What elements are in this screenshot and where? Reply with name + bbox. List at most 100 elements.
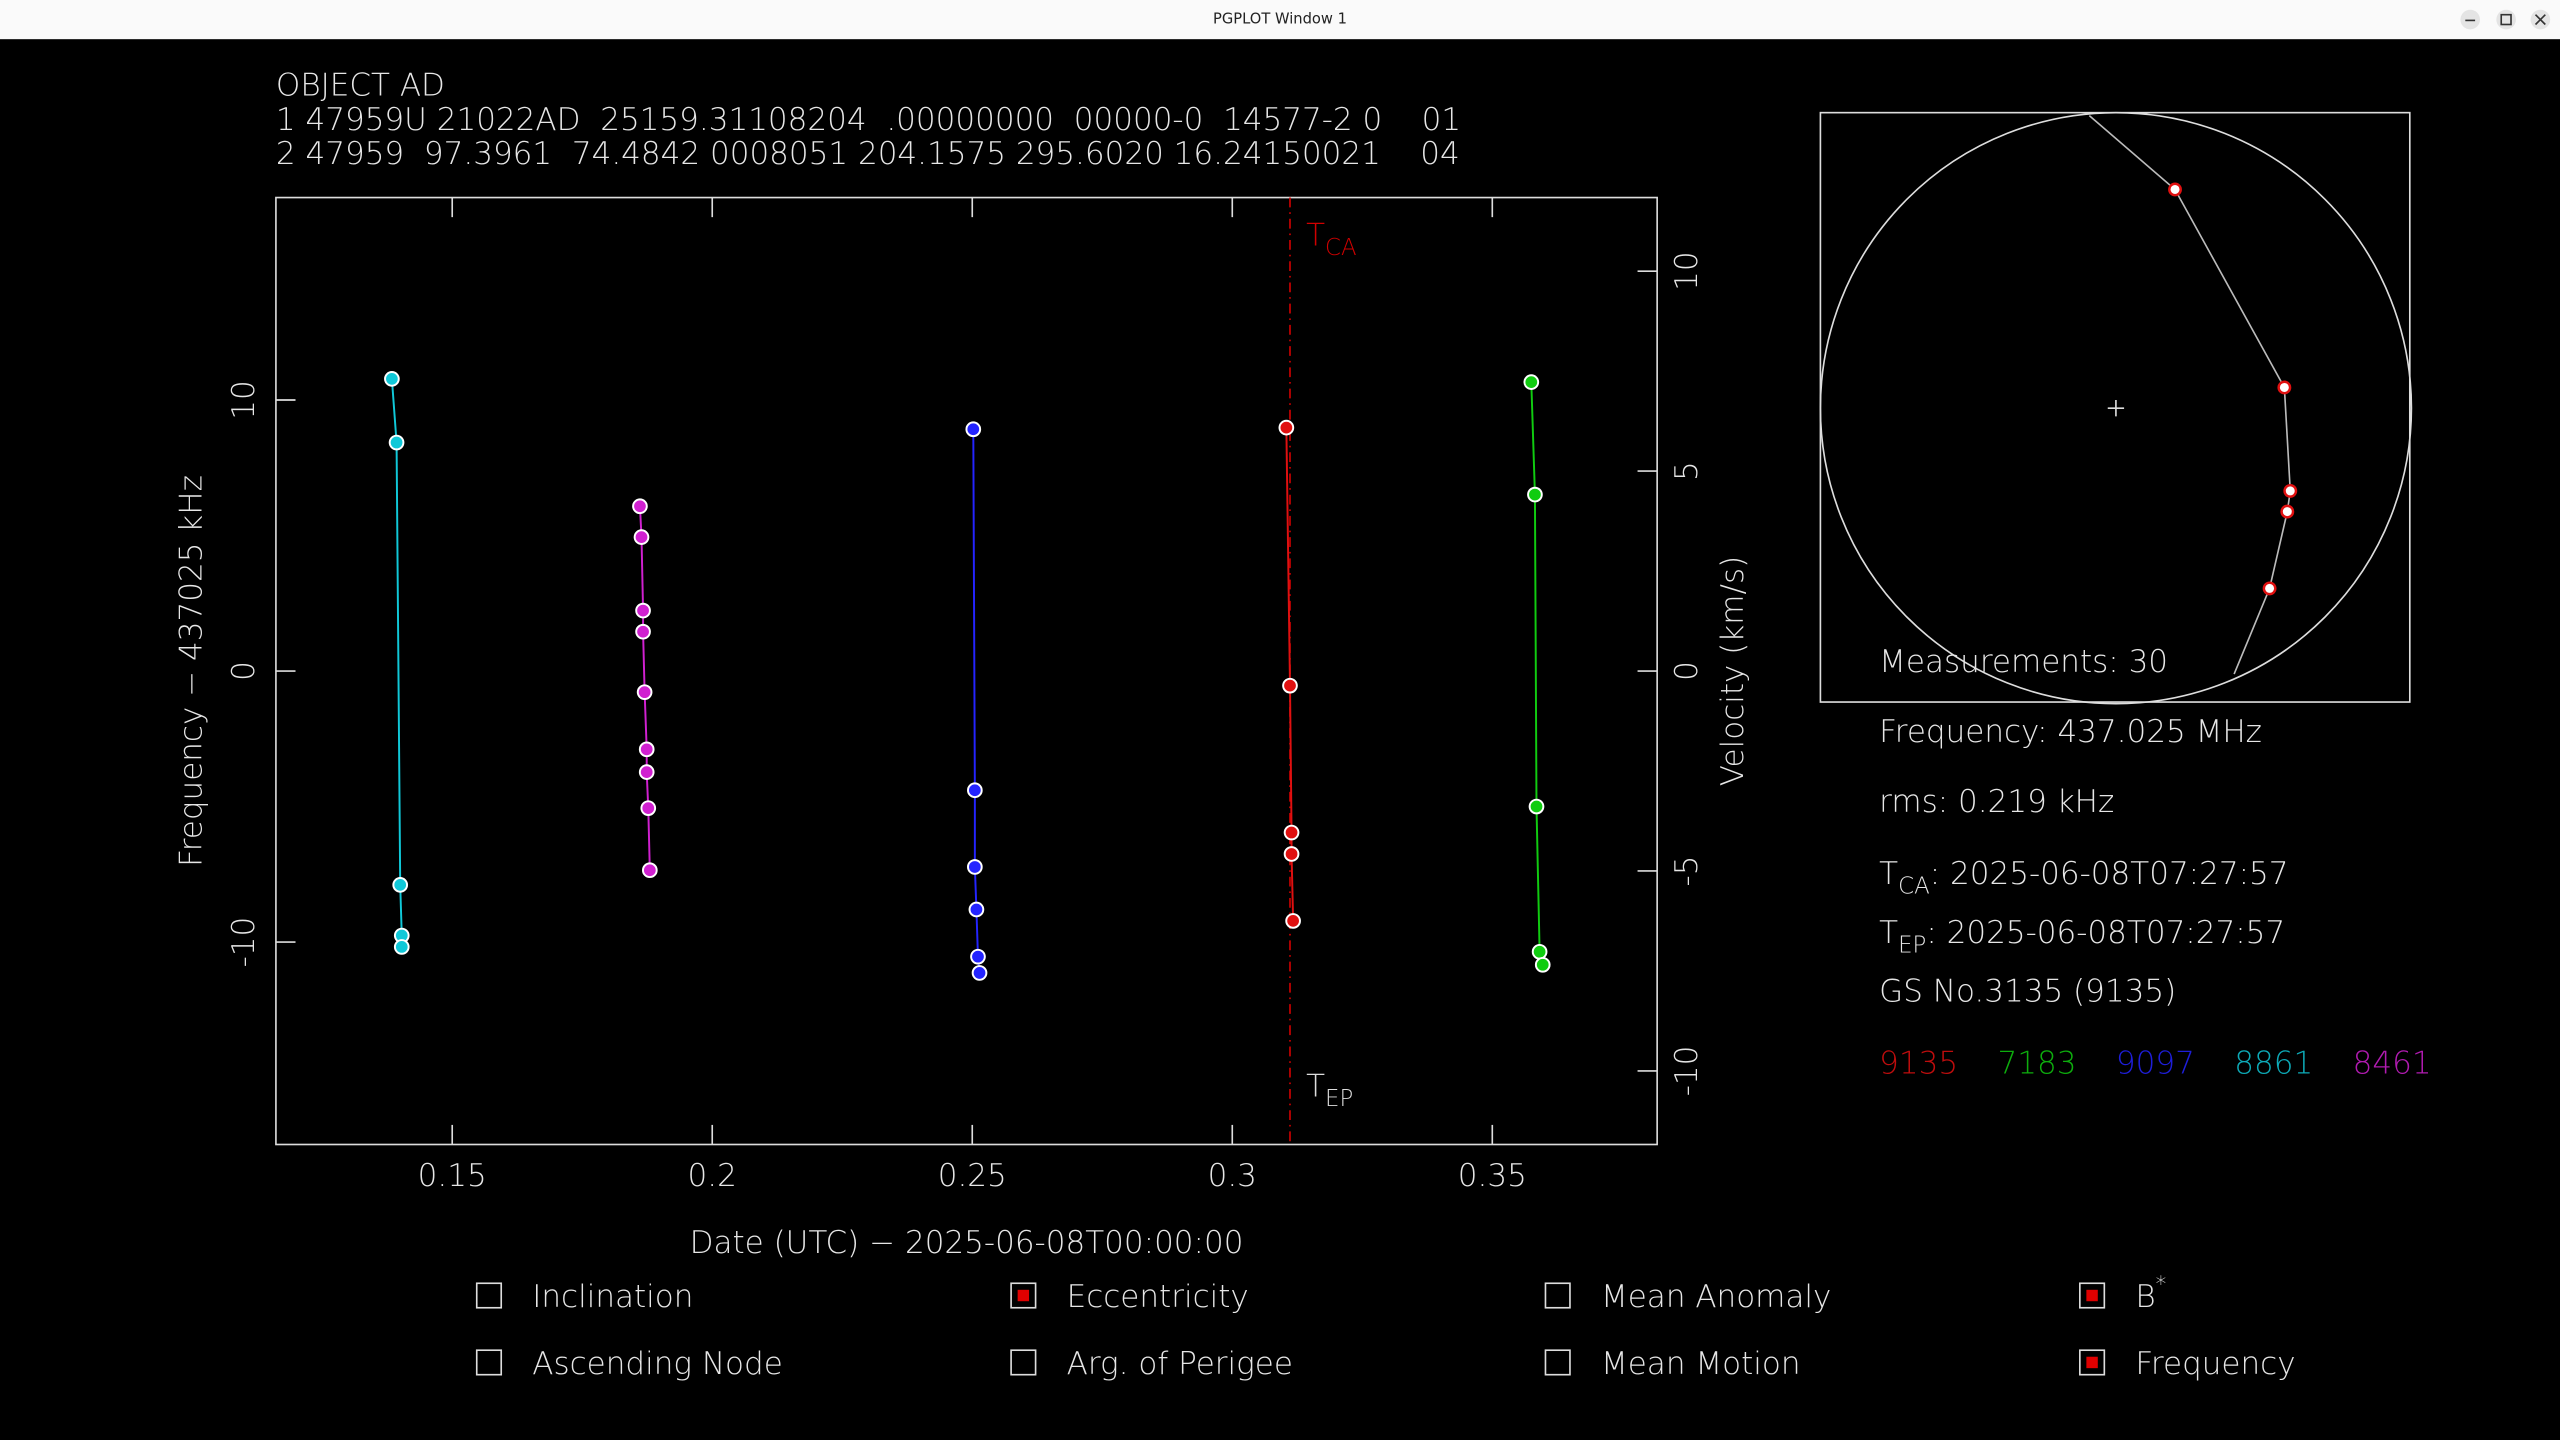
maximize-button[interactable] <box>2496 9 2516 30</box>
option-checkbox[interactable]: Ascending Node <box>475 1346 783 1382</box>
checkbox[interactable] <box>475 1282 503 1309</box>
y-tick-label: -10 <box>226 917 262 968</box>
info-tep-main: T <box>1879 915 1898 951</box>
option-label-text: Mean Motion <box>1601 1346 1801 1382</box>
option-checkbox[interactable]: B* <box>2079 1272 2167 1315</box>
measurement-point <box>638 741 655 758</box>
legend-entry: 9097 <box>2116 1045 2195 1081</box>
y2-tick-label: -5 <box>1669 855 1705 886</box>
option-label: Arg. of Perigee <box>1067 1346 1293 1382</box>
measurement-point <box>971 965 988 981</box>
checkbox[interactable] <box>1544 1349 1571 1376</box>
minimize-button[interactable] <box>2460 9 2480 30</box>
measurement-point <box>968 901 985 918</box>
checkbox[interactable] <box>2079 1282 2106 1309</box>
measurement-point <box>384 371 400 387</box>
x-tick-label: 0.15 <box>418 1158 487 1194</box>
legend-entry: 9135 <box>1879 1045 1958 1081</box>
option-checkbox[interactable]: Frequency <box>2079 1346 2296 1382</box>
checkbox[interactable] <box>475 1349 503 1376</box>
option-label-text: Inclination <box>532 1279 693 1315</box>
option-checkbox[interactable]: Inclination <box>475 1279 694 1315</box>
info-tca: TCA: 2025-06-08T07:27:57 <box>1879 856 2288 899</box>
window-title: PGPLOT Window 1 <box>1213 11 1347 28</box>
option-checkbox[interactable]: Arg. of Perigee <box>1010 1346 1293 1382</box>
checkbox[interactable] <box>1544 1282 1571 1309</box>
option-label-text: Eccentricity <box>1067 1279 1249 1315</box>
measurement-point <box>1523 374 1540 390</box>
info-tca-main: T <box>1879 856 1898 892</box>
title-bar <box>0 0 2560 40</box>
measurement-point <box>970 948 986 965</box>
tca-label-sub: CA <box>1325 235 1357 261</box>
info-frequency: Frequency: 437.025 MHz <box>1879 714 2262 750</box>
measurement-point <box>967 859 983 875</box>
skyplot-horizon <box>1819 111 2413 705</box>
close-icon <box>2534 14 2546 26</box>
info-tca-value: : 2025-06-08T07:27:57 <box>1930 856 2289 892</box>
measurement-point <box>633 529 650 545</box>
measurement-point <box>1283 824 1300 841</box>
measurement-point <box>1531 943 1548 960</box>
measurement-point <box>1534 956 1551 973</box>
measurement-point <box>635 623 651 640</box>
measurement-point <box>638 764 655 780</box>
skyplot-point <box>2262 581 2277 596</box>
maximize-icon <box>2500 13 2512 26</box>
tep-label-main: T <box>1306 1068 1325 1104</box>
option-label-text: Arg. of Perigee <box>1067 1346 1293 1382</box>
header-line: 1 47959U 21022AD 25159.31108204 .0000000… <box>276 102 1461 138</box>
measurement-point <box>635 602 651 619</box>
measurement-point <box>388 434 405 451</box>
option-checkbox[interactable]: Mean Motion <box>1544 1346 1801 1382</box>
option-label-text: Ascending Node <box>532 1346 783 1382</box>
checkbox-mark <box>2086 1356 2098 1369</box>
checkbox[interactable] <box>2079 1349 2106 1376</box>
skyplot-point <box>2283 483 2298 498</box>
option-label: Mean Motion <box>1601 1346 1801 1382</box>
option-checkbox[interactable]: Mean Anomaly <box>1544 1279 1831 1315</box>
option-label-text: Mean Anomaly <box>1601 1279 1831 1315</box>
skyplot-point <box>2280 504 2295 519</box>
y2-tick-label: 0 <box>1669 661 1705 681</box>
header-line: 2 47959 97.3961 74.4842 0008051 204.1575… <box>276 136 1460 172</box>
tca-label-main: T <box>1306 218 1325 254</box>
y2-tick-label: 5 <box>1669 461 1705 481</box>
measurement-point <box>632 498 648 515</box>
y-axis-label: Frequency − 437025 kHz <box>174 475 210 867</box>
x-tick-label: 0.35 <box>1458 1158 1527 1194</box>
option-label: Inclination <box>532 1279 693 1315</box>
checkbox-mark <box>2086 1289 2098 1302</box>
option-checkbox[interactable]: Eccentricity <box>1010 1279 1249 1315</box>
measurement-point <box>1527 486 1543 503</box>
option-label-text: B <box>2135 1279 2155 1315</box>
tep-label: TEP <box>1306 1068 1353 1111</box>
checkbox[interactable] <box>1010 1282 1037 1309</box>
option-label: Eccentricity <box>1067 1279 1249 1315</box>
checkbox[interactable] <box>1010 1349 1037 1376</box>
window-controls <box>2460 9 2551 30</box>
skyplot-point <box>2277 380 2292 395</box>
info-tep: TEP: 2025-06-08T07:27:57 <box>1879 915 2285 958</box>
y2-axis-label: Velocity (km/s) <box>1715 556 1751 787</box>
measurement-point <box>1282 677 1298 694</box>
measurement-point <box>1285 913 1301 929</box>
x-tick-label: 0.2 <box>688 1158 737 1194</box>
option-label: Frequency <box>2135 1346 2295 1382</box>
tep-label-sub: EP <box>1325 1085 1353 1111</box>
option-label-sup: * <box>2156 1272 2167 1297</box>
checkbox-mark <box>1017 1289 1030 1302</box>
info-tca-sub: CA <box>1898 873 1930 899</box>
y-tick-label: 10 <box>226 380 262 419</box>
y-tick-label: 0 <box>226 661 262 681</box>
option-label-text: Frequency <box>2135 1346 2295 1382</box>
skyplot-center <box>2107 400 2125 417</box>
info-station: GS No.3135 (9135) <box>1879 974 2176 1010</box>
info-rms: rms: 0.219 kHz <box>1879 784 2114 820</box>
pgplot: OBJECT AD1 47959U 21022AD 25159.31108204… <box>174 68 2432 1382</box>
x-tick-label: 0.25 <box>938 1158 1007 1194</box>
skyplot-point <box>2168 182 2182 197</box>
measurement-point <box>392 877 409 893</box>
